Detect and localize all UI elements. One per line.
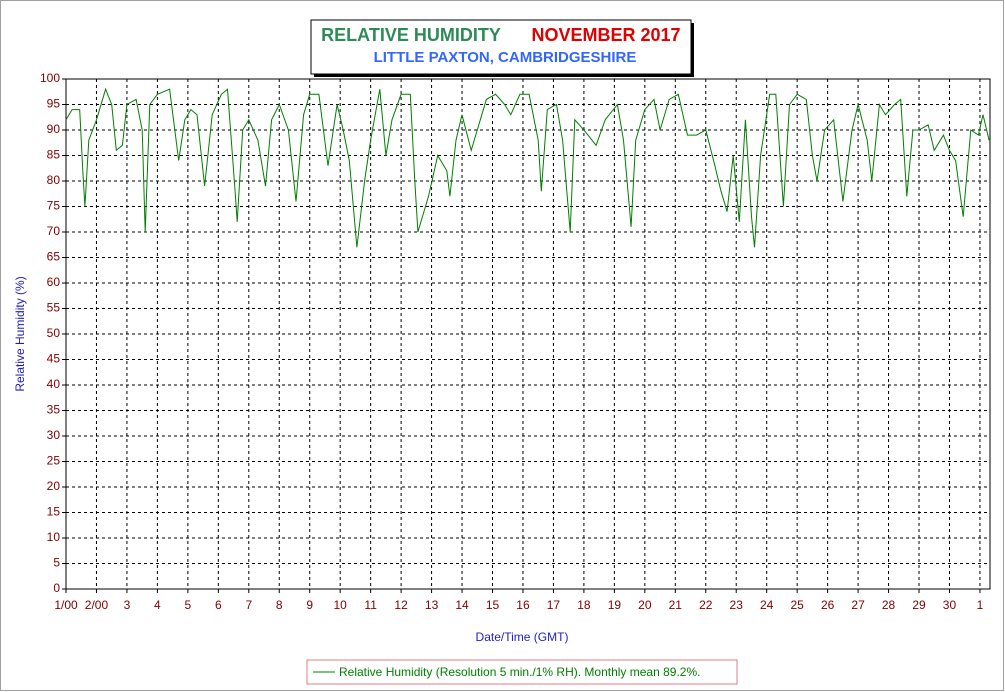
- y-tick-label: 50: [47, 326, 61, 340]
- x-tick-label: 15: [486, 598, 500, 612]
- y-tick-label: 70: [47, 224, 61, 238]
- y-tick-label: 20: [47, 479, 61, 493]
- x-tick-label: 26: [821, 598, 835, 612]
- y-tick-label: 45: [47, 352, 61, 366]
- x-tick-label: 24: [760, 598, 774, 612]
- x-tick-label: 21: [669, 598, 683, 612]
- y-tick-label: 75: [47, 199, 61, 213]
- x-tick-label: 4: [154, 598, 161, 612]
- y-tick-label: 40: [47, 377, 61, 391]
- y-tick-label: 55: [47, 301, 61, 315]
- y-tick-label: 10: [47, 530, 61, 544]
- x-tick-label: 8: [276, 598, 283, 612]
- x-tick-label: 18: [577, 598, 591, 612]
- x-tick-label: 25: [790, 598, 804, 612]
- x-tick-label: 14: [455, 598, 469, 612]
- x-tick-label: 13: [425, 598, 439, 612]
- y-tick-label: 5: [53, 556, 60, 570]
- y-tick-label: 25: [47, 454, 61, 468]
- y-tick-label: 60: [47, 275, 61, 289]
- y-tick-label: 100: [40, 71, 60, 85]
- chart-title: RELATIVE HUMIDITY: [321, 25, 501, 45]
- y-tick-label: 90: [47, 122, 61, 136]
- x-tick-label: 3: [124, 598, 131, 612]
- x-tick-label: 6: [215, 598, 222, 612]
- y-tick-label: 85: [47, 148, 61, 162]
- y-axis-title: Relative Humidity (%): [13, 276, 27, 391]
- x-tick-label: 20: [638, 598, 652, 612]
- x-tick-label: 29: [912, 598, 926, 612]
- x-tick-label: 5: [185, 598, 192, 612]
- x-tick-label: 7: [245, 598, 252, 612]
- x-tick-label: 19: [608, 598, 622, 612]
- x-tick-label: 16: [516, 598, 530, 612]
- x-tick-label: 22: [699, 598, 713, 612]
- x-tick-label: 23: [730, 598, 744, 612]
- x-tick-label: 9: [306, 598, 313, 612]
- x-tick-label: 1/00: [54, 598, 78, 612]
- x-tick-label: 28: [882, 598, 896, 612]
- x-tick-label: 30: [943, 598, 957, 612]
- data-line: [65, 87, 990, 248]
- y-tick-label: 65: [47, 250, 61, 264]
- y-tick-label: 80: [47, 173, 61, 187]
- y-tick-label: 30: [47, 428, 61, 442]
- y-tick-label: 0: [53, 581, 60, 595]
- x-axis-title: Date/Time (GMT): [476, 630, 569, 644]
- x-tick-label: 17: [547, 598, 561, 612]
- chart-subtitle: LITTLE PAXTON, CAMBRIDGESHIRE: [374, 49, 637, 66]
- x-tick-label: 11: [364, 598, 377, 612]
- x-tick-label: 2/00: [85, 598, 109, 612]
- y-tick-label: 35: [47, 403, 61, 417]
- x-tick-label: 10: [334, 598, 348, 612]
- y-tick-label: 15: [47, 505, 61, 519]
- title-box: [310, 19, 692, 75]
- x-tick-label: 1: [977, 598, 984, 612]
- x-tick-label: 27: [851, 598, 865, 612]
- x-tick-label: 12: [394, 598, 408, 612]
- legend-label: Relative Humidity (Resolution 5 min./1% …: [339, 665, 700, 679]
- y-tick-label: 95: [47, 97, 61, 111]
- chart-title-month: NOVEMBER 2017: [531, 25, 680, 45]
- legend: [306, 659, 738, 685]
